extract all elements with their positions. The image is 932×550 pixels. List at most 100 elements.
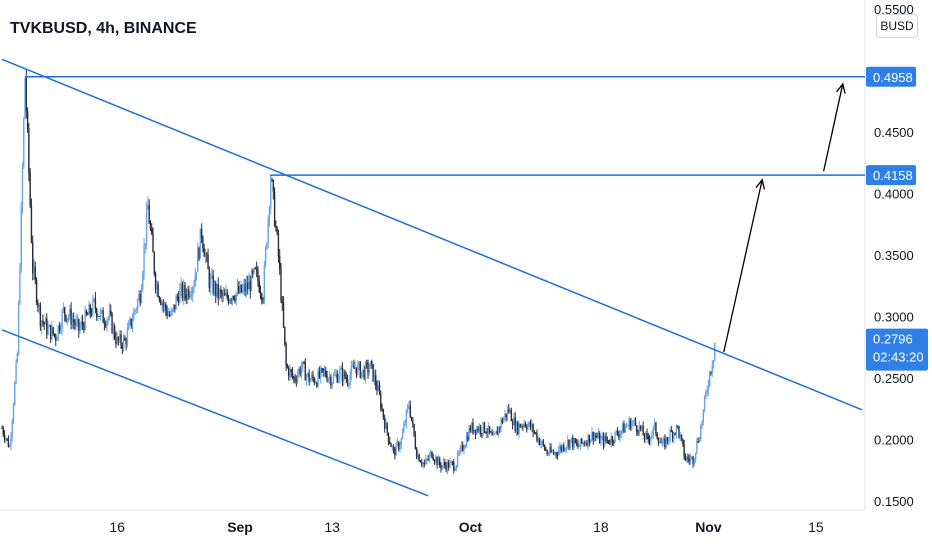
candle-body xyxy=(271,179,273,181)
candle-body xyxy=(456,453,459,466)
candle-body xyxy=(275,226,277,228)
candle-body xyxy=(441,465,443,469)
candle-body xyxy=(657,438,660,443)
candle-body xyxy=(378,385,381,394)
candle-body xyxy=(499,427,501,429)
candle-body xyxy=(83,324,85,330)
candle-body xyxy=(651,433,653,438)
candle-body xyxy=(133,311,135,321)
candle-body xyxy=(355,367,358,375)
candle-body xyxy=(528,422,530,426)
candle-body xyxy=(613,441,615,443)
candle-body xyxy=(671,431,674,439)
candle-body xyxy=(174,304,176,310)
time-tick-label: 13 xyxy=(324,519,340,535)
candle-body xyxy=(468,427,470,441)
candle-body xyxy=(639,425,642,430)
candle-body xyxy=(1,428,3,430)
candle-body xyxy=(243,284,245,289)
candle-body xyxy=(229,300,231,303)
candle-body xyxy=(659,441,661,443)
candle-body xyxy=(714,342,716,361)
candle-body xyxy=(412,420,414,424)
candle-body xyxy=(78,319,80,331)
candle-body xyxy=(593,435,596,441)
candle-body xyxy=(596,436,598,438)
candle-body xyxy=(662,438,665,442)
candle-body xyxy=(138,293,140,300)
candle-body xyxy=(354,367,356,369)
candle-body xyxy=(633,420,635,422)
candle-body xyxy=(364,363,367,379)
candle-body xyxy=(143,246,145,273)
candle-body xyxy=(703,396,706,410)
candle-body xyxy=(231,296,234,301)
candle-body xyxy=(693,459,696,465)
time-tick-label: Sep xyxy=(227,519,253,535)
candle-body xyxy=(312,374,314,379)
candle-body xyxy=(621,423,624,431)
candle-body xyxy=(437,458,440,466)
candles-layer xyxy=(1,69,716,475)
candle-body xyxy=(207,254,209,270)
currency-badge[interactable]: BUSD xyxy=(876,14,918,38)
candle-body xyxy=(486,432,488,434)
candle-body xyxy=(126,329,129,345)
candle-body xyxy=(637,431,639,434)
candle-body xyxy=(515,422,518,432)
candle-body xyxy=(589,439,592,443)
candle-body xyxy=(334,374,336,376)
candle-body xyxy=(129,318,131,324)
candle-body xyxy=(125,340,127,345)
candle-body xyxy=(339,369,341,378)
candle-body xyxy=(193,285,195,288)
candle-body xyxy=(386,422,388,433)
candle-body xyxy=(308,373,310,383)
candle-body xyxy=(249,280,251,291)
candle-body xyxy=(497,427,500,435)
candle-body xyxy=(670,430,673,432)
time-tick-label: 16 xyxy=(109,519,125,535)
candle-body xyxy=(630,422,633,430)
candle-body xyxy=(185,294,187,300)
candle-body xyxy=(587,434,589,446)
candle-body xyxy=(487,426,490,434)
candle-body xyxy=(464,445,466,449)
last-price-value: 0.2796 xyxy=(873,332,913,347)
candle-body xyxy=(595,435,597,437)
candle-body xyxy=(688,458,690,461)
candle-body xyxy=(376,385,378,391)
candle-body xyxy=(655,422,657,435)
candle-body xyxy=(413,423,415,436)
candle-body xyxy=(70,309,72,325)
candle-body xyxy=(180,283,182,290)
candle-body xyxy=(477,427,479,432)
candle-body xyxy=(408,405,410,407)
candle-body xyxy=(14,382,16,405)
candle-body xyxy=(65,315,67,322)
candle-body xyxy=(294,378,296,381)
candle-body xyxy=(87,314,89,316)
candle-body xyxy=(266,243,268,249)
candle-body xyxy=(495,430,497,434)
candle-body xyxy=(254,267,257,269)
candle-body xyxy=(391,446,394,448)
candle-body xyxy=(134,310,136,312)
candle-body xyxy=(529,422,532,428)
candle-body xyxy=(96,308,98,318)
candle-body xyxy=(565,446,568,449)
candle-body xyxy=(53,334,56,336)
candle-body xyxy=(500,419,502,429)
candle-body xyxy=(103,322,106,325)
candle-body xyxy=(227,297,230,303)
candle-body xyxy=(15,362,17,383)
candle-body xyxy=(332,375,335,383)
candle-body xyxy=(679,434,681,438)
candle-body xyxy=(566,439,569,447)
candle-body xyxy=(601,435,603,439)
candle-body xyxy=(44,318,47,325)
candle-body xyxy=(130,318,132,327)
candle-body xyxy=(551,451,553,453)
candle-body xyxy=(674,432,676,435)
